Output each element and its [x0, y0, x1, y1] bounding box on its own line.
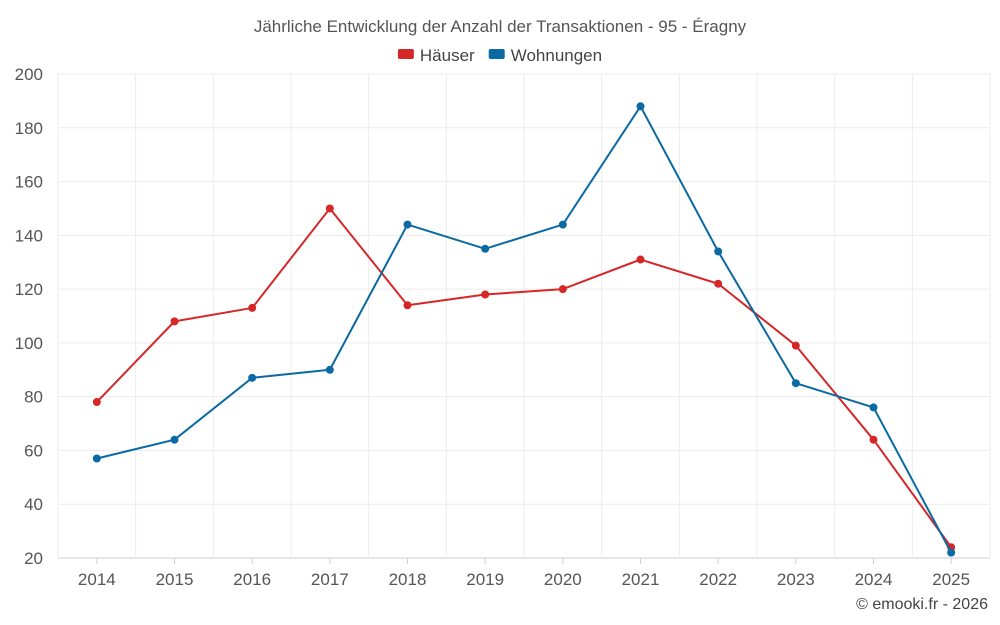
- series-2: [92, 102, 956, 557]
- x-tick-label: 2023: [777, 570, 815, 589]
- data-point[interactable]: [170, 435, 179, 444]
- legend-swatch: [397, 49, 414, 59]
- x-tick-label: 2018: [389, 570, 427, 589]
- chart-title: Jährliche Entwicklung der Anzahl der Tra…: [254, 17, 747, 36]
- legend: Häuser Wohnungen: [397, 46, 602, 65]
- data-point[interactable]: [403, 220, 412, 229]
- y-tick-label: 120: [15, 280, 43, 299]
- x-tick-label: 2020: [544, 570, 582, 589]
- legend-label: Häuser: [420, 46, 475, 65]
- y-tick-label: 60: [24, 441, 43, 460]
- data-point[interactable]: [558, 285, 567, 294]
- data-point[interactable]: [558, 220, 567, 229]
- data-point[interactable]: [92, 398, 101, 407]
- data-point[interactable]: [636, 255, 645, 264]
- y-tick-label: 140: [15, 226, 43, 245]
- y-tick-label: 200: [15, 65, 43, 84]
- data-point[interactable]: [714, 279, 723, 288]
- x-tick-label: 2021: [622, 570, 660, 589]
- data-point[interactable]: [636, 102, 645, 111]
- x-tick-label: 2019: [466, 570, 504, 589]
- y-tick-label: 40: [24, 495, 43, 514]
- y-axis: 20 40 60 80 100 120 140 160 180 200: [15, 65, 43, 568]
- data-point[interactable]: [403, 301, 412, 310]
- x-tick-label: 2025: [932, 570, 970, 589]
- series-layer: [92, 102, 956, 557]
- x-tick-label: 2014: [78, 570, 116, 589]
- legend-item[interactable]: Häuser: [397, 46, 475, 65]
- x-tick-label: 2022: [699, 570, 737, 589]
- legend-item[interactable]: Wohnungen: [488, 46, 602, 65]
- data-point[interactable]: [791, 341, 800, 350]
- data-point[interactable]: [869, 435, 878, 444]
- data-point[interactable]: [869, 403, 878, 412]
- data-point[interactable]: [248, 303, 257, 312]
- data-point[interactable]: [325, 365, 334, 374]
- data-point[interactable]: [947, 548, 956, 557]
- legend-label: Wohnungen: [511, 46, 602, 65]
- grid: [57, 73, 991, 559]
- data-point[interactable]: [248, 373, 257, 382]
- series-line: [96, 207, 952, 548]
- series-line: [96, 105, 953, 554]
- x-tick-label: 2024: [855, 570, 893, 589]
- y-tick-label: 180: [15, 119, 43, 138]
- x-tick-label: 2016: [233, 570, 271, 589]
- data-point[interactable]: [791, 379, 800, 388]
- y-tick-label: 80: [24, 388, 43, 407]
- credit-text: © emooki.fr - 2026: [856, 596, 988, 613]
- data-point[interactable]: [714, 247, 723, 256]
- series-1: [92, 204, 956, 552]
- data-point[interactable]: [481, 290, 490, 299]
- data-point[interactable]: [325, 204, 334, 213]
- data-point[interactable]: [170, 317, 179, 326]
- y-tick-label: 20: [24, 549, 43, 568]
- y-tick-label: 160: [15, 173, 43, 192]
- x-axis: 2014 2015 2016 2017 2018 2019 2020 2021 2022 2023…: [78, 558, 970, 589]
- legend-swatch: [488, 49, 505, 59]
- data-point[interactable]: [481, 244, 490, 253]
- x-tick-label: 2017: [311, 570, 349, 589]
- x-tick-label: 2015: [156, 570, 194, 589]
- y-tick-label: 100: [15, 334, 43, 353]
- data-point[interactable]: [92, 454, 101, 463]
